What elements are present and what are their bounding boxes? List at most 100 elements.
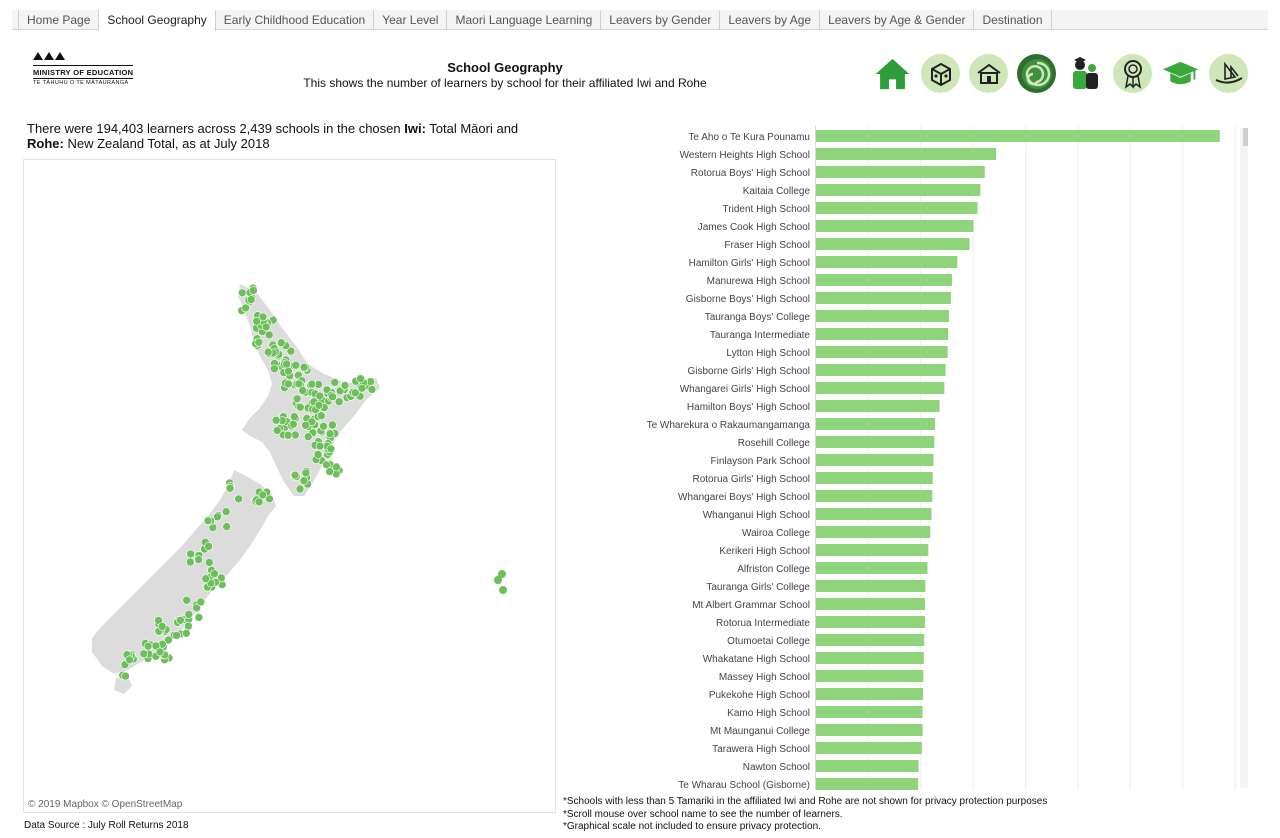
school-dot[interactable]	[210, 569, 219, 579]
school-dot[interactable]	[328, 392, 337, 402]
school-dot[interactable]	[322, 460, 331, 470]
tab-leavers-by-gender[interactable]: Leavers by Gender	[601, 10, 721, 30]
bar-category-label[interactable]: Kaitaia College	[743, 186, 811, 197]
bar[interactable]	[816, 418, 936, 430]
school-dot[interactable]	[203, 516, 213, 526]
school-dot[interactable]	[194, 555, 203, 564]
bar[interactable]	[816, 364, 946, 376]
school-dot[interactable]	[282, 359, 291, 369]
bar[interactable]	[816, 508, 932, 520]
school-dot[interactable]	[157, 622, 167, 631]
school-dot[interactable]	[290, 470, 300, 480]
school-dot[interactable]	[313, 450, 323, 459]
school-dot[interactable]	[498, 570, 506, 578]
school-dot[interactable]	[319, 421, 328, 431]
bar[interactable]	[816, 778, 919, 790]
school-dot[interactable]	[194, 613, 204, 622]
school-dot[interactable]	[221, 507, 231, 516]
bar-category-label[interactable]: Kerikeri High School	[719, 546, 810, 557]
bar-category-label[interactable]: Hamilton Boys' High School	[687, 402, 810, 413]
school-dot[interactable]	[325, 429, 335, 439]
bar-category-label[interactable]: Alfriston College	[737, 564, 810, 575]
bar-category-label[interactable]: Rotorua Boys' High School	[691, 168, 810, 179]
school-dot[interactable]	[254, 497, 264, 507]
bar-category-label[interactable]: Gisborne Girls' High School	[687, 366, 810, 377]
tab-leavers-by-age-gender[interactable]: Leavers by Age & Gender	[820, 10, 975, 30]
school-dot[interactable]	[294, 379, 304, 389]
school-dot[interactable]	[155, 647, 165, 657]
school-dot[interactable]	[252, 316, 261, 326]
bar-category-label[interactable]: Lytton High School	[726, 348, 810, 359]
chart-scroll-thumb[interactable]	[1243, 128, 1248, 146]
bar-category-label[interactable]: Trident High School	[723, 204, 810, 215]
bar-category-label[interactable]: Tauranga Intermediate	[710, 330, 811, 341]
bar[interactable]	[816, 706, 923, 718]
bar-category-label[interactable]: Pukekohe High School	[709, 690, 810, 701]
school-dot[interactable]	[292, 394, 302, 404]
school-dot[interactable]	[205, 558, 214, 567]
school-dot[interactable]	[326, 444, 336, 454]
tab-school-geography[interactable]: School Geography	[99, 10, 216, 31]
bar-category-label[interactable]: James Cook High School	[698, 222, 810, 233]
bar[interactable]	[816, 742, 922, 754]
school-dot[interactable]	[258, 490, 268, 500]
bar-category-label[interactable]: Massey High School	[719, 672, 810, 683]
bar-category-label[interactable]: Whangarei Boys' High School	[678, 492, 810, 503]
bar[interactable]	[816, 454, 934, 466]
bar-category-label[interactable]: Whanganui High School	[703, 510, 810, 521]
school-dot[interactable]	[213, 512, 222, 522]
blocks-icon[interactable]	[921, 54, 960, 93]
bar-category-label[interactable]: Manurewa High School	[707, 276, 810, 287]
school-dot[interactable]	[499, 586, 507, 594]
school-dot[interactable]	[298, 386, 308, 395]
school-dot[interactable]	[295, 402, 305, 412]
bar[interactable]	[816, 292, 951, 304]
school-dot[interactable]	[286, 346, 296, 356]
bar-category-label[interactable]: Tarawera High School	[712, 744, 810, 755]
bar-category-label[interactable]: Finlayson Park School	[711, 456, 811, 467]
school-dot[interactable]	[295, 484, 305, 494]
home-icon[interactable]	[873, 54, 912, 93]
bar-category-label[interactable]: Te Wharekura o Rakaumangamanga	[647, 420, 811, 431]
school-dot[interactable]	[249, 286, 258, 295]
school-dot[interactable]	[222, 522, 231, 531]
school-dot[interactable]	[225, 483, 235, 493]
school-dot[interactable]	[301, 420, 310, 430]
bar-category-label[interactable]: Kamo High School	[727, 708, 810, 719]
school-dot[interactable]	[301, 468, 311, 478]
school-dot[interactable]	[350, 388, 360, 398]
school-dot[interactable]	[334, 397, 344, 407]
school-bar-chart[interactable]: Te Aho o Te Kura Pounamu Western Heights …	[566, 126, 1254, 790]
school-dot[interactable]	[291, 360, 301, 370]
bar-category-label[interactable]: Otumoetai College	[727, 636, 810, 647]
bar[interactable]	[816, 238, 970, 250]
school-dot[interactable]	[164, 635, 173, 645]
bar[interactable]	[816, 346, 948, 358]
bar[interactable]	[816, 670, 924, 682]
bar[interactable]	[816, 130, 1220, 142]
bar[interactable]	[816, 148, 997, 160]
school-dot[interactable]	[201, 574, 211, 584]
school-dot[interactable]	[186, 549, 195, 559]
tab-destination[interactable]: Destination	[974, 10, 1052, 30]
bar-category-label[interactable]: Western Heights High School	[680, 150, 810, 161]
school-dot[interactable]	[121, 671, 130, 681]
school-dot[interactable]	[196, 597, 206, 607]
school-dot[interactable]	[125, 655, 134, 665]
school-dot[interactable]	[284, 379, 293, 389]
school-dot[interactable]	[283, 430, 293, 440]
school-dot[interactable]	[276, 338, 286, 347]
tab-maori-language-learning[interactable]: Maori Language Learning	[447, 10, 602, 30]
tab-leavers-by-age[interactable]: Leavers by Age	[720, 10, 821, 30]
school-dot[interactable]	[217, 573, 226, 583]
bar[interactable]	[816, 616, 925, 628]
bar[interactable]	[816, 472, 933, 484]
bar-category-label[interactable]: Tauranga Boys' College	[705, 312, 811, 323]
bar-category-label[interactable]: Gisborne Boys' High School	[686, 294, 810, 305]
school-dot[interactable]	[307, 379, 317, 389]
school-dot[interactable]	[290, 430, 300, 440]
school-dot[interactable]	[258, 312, 268, 322]
school-dot[interactable]	[315, 441, 325, 451]
bar[interactable]	[816, 760, 919, 772]
tab-home-page[interactable]: Home Page	[18, 10, 100, 30]
